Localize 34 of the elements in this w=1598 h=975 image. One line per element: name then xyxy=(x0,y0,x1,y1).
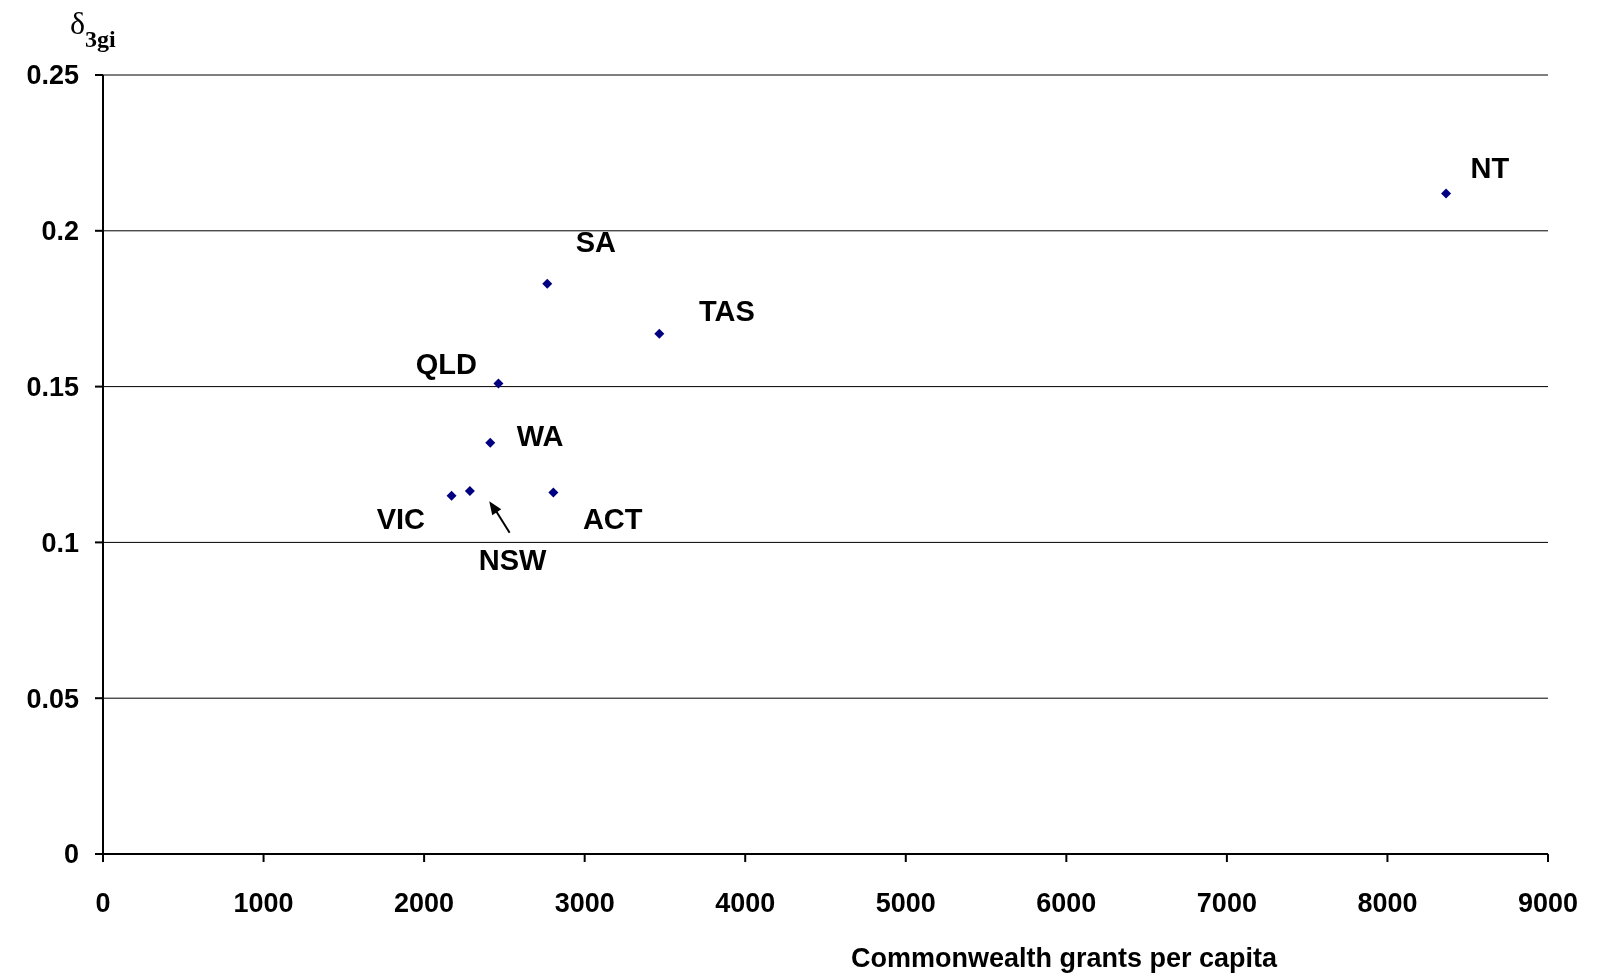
x-tick-label: 7000 xyxy=(1196,888,1257,918)
point xyxy=(548,487,559,498)
x-tick-label: 8000 xyxy=(1357,888,1418,918)
y-tick-label: 0.15 xyxy=(26,372,79,403)
annotation: ACT xyxy=(582,503,643,536)
x-tick-label: 1000 xyxy=(233,888,294,918)
y-tick-label: 0.05 xyxy=(26,683,79,714)
x-tick-label: 3000 xyxy=(554,888,615,918)
x-tick-label: 2000 xyxy=(394,888,455,918)
point xyxy=(485,437,496,448)
y-axis-title: δ$_{3gi}$ xyxy=(70,5,117,52)
annotation: WA xyxy=(516,419,564,452)
x-tick-label: 0 xyxy=(95,888,111,918)
point xyxy=(1441,188,1452,199)
annotation: NSW xyxy=(478,544,548,577)
x-tick-label: 9000 xyxy=(1517,888,1579,918)
annotation: TAS xyxy=(699,295,755,328)
point xyxy=(654,328,665,339)
annotation: VIC xyxy=(376,503,426,536)
y-tick-label: 0.2 xyxy=(41,216,79,247)
x-axis-title: Commonwealth grants per capita xyxy=(850,943,1279,973)
annotation: QLD xyxy=(415,348,478,381)
point xyxy=(464,485,475,496)
x-tick-label: 4000 xyxy=(715,888,776,918)
x-tick-label: 6000 xyxy=(1036,888,1097,918)
y-tick-label: 0.1 xyxy=(41,527,79,558)
point xyxy=(493,378,504,389)
point xyxy=(542,278,553,289)
point xyxy=(446,490,457,501)
y-tick-label: 0 xyxy=(63,839,79,870)
annotation: NT xyxy=(1470,152,1510,185)
annotation: SA xyxy=(575,226,617,259)
y-tick-label: 0.25 xyxy=(26,60,79,91)
x-tick-label: 5000 xyxy=(875,888,936,918)
